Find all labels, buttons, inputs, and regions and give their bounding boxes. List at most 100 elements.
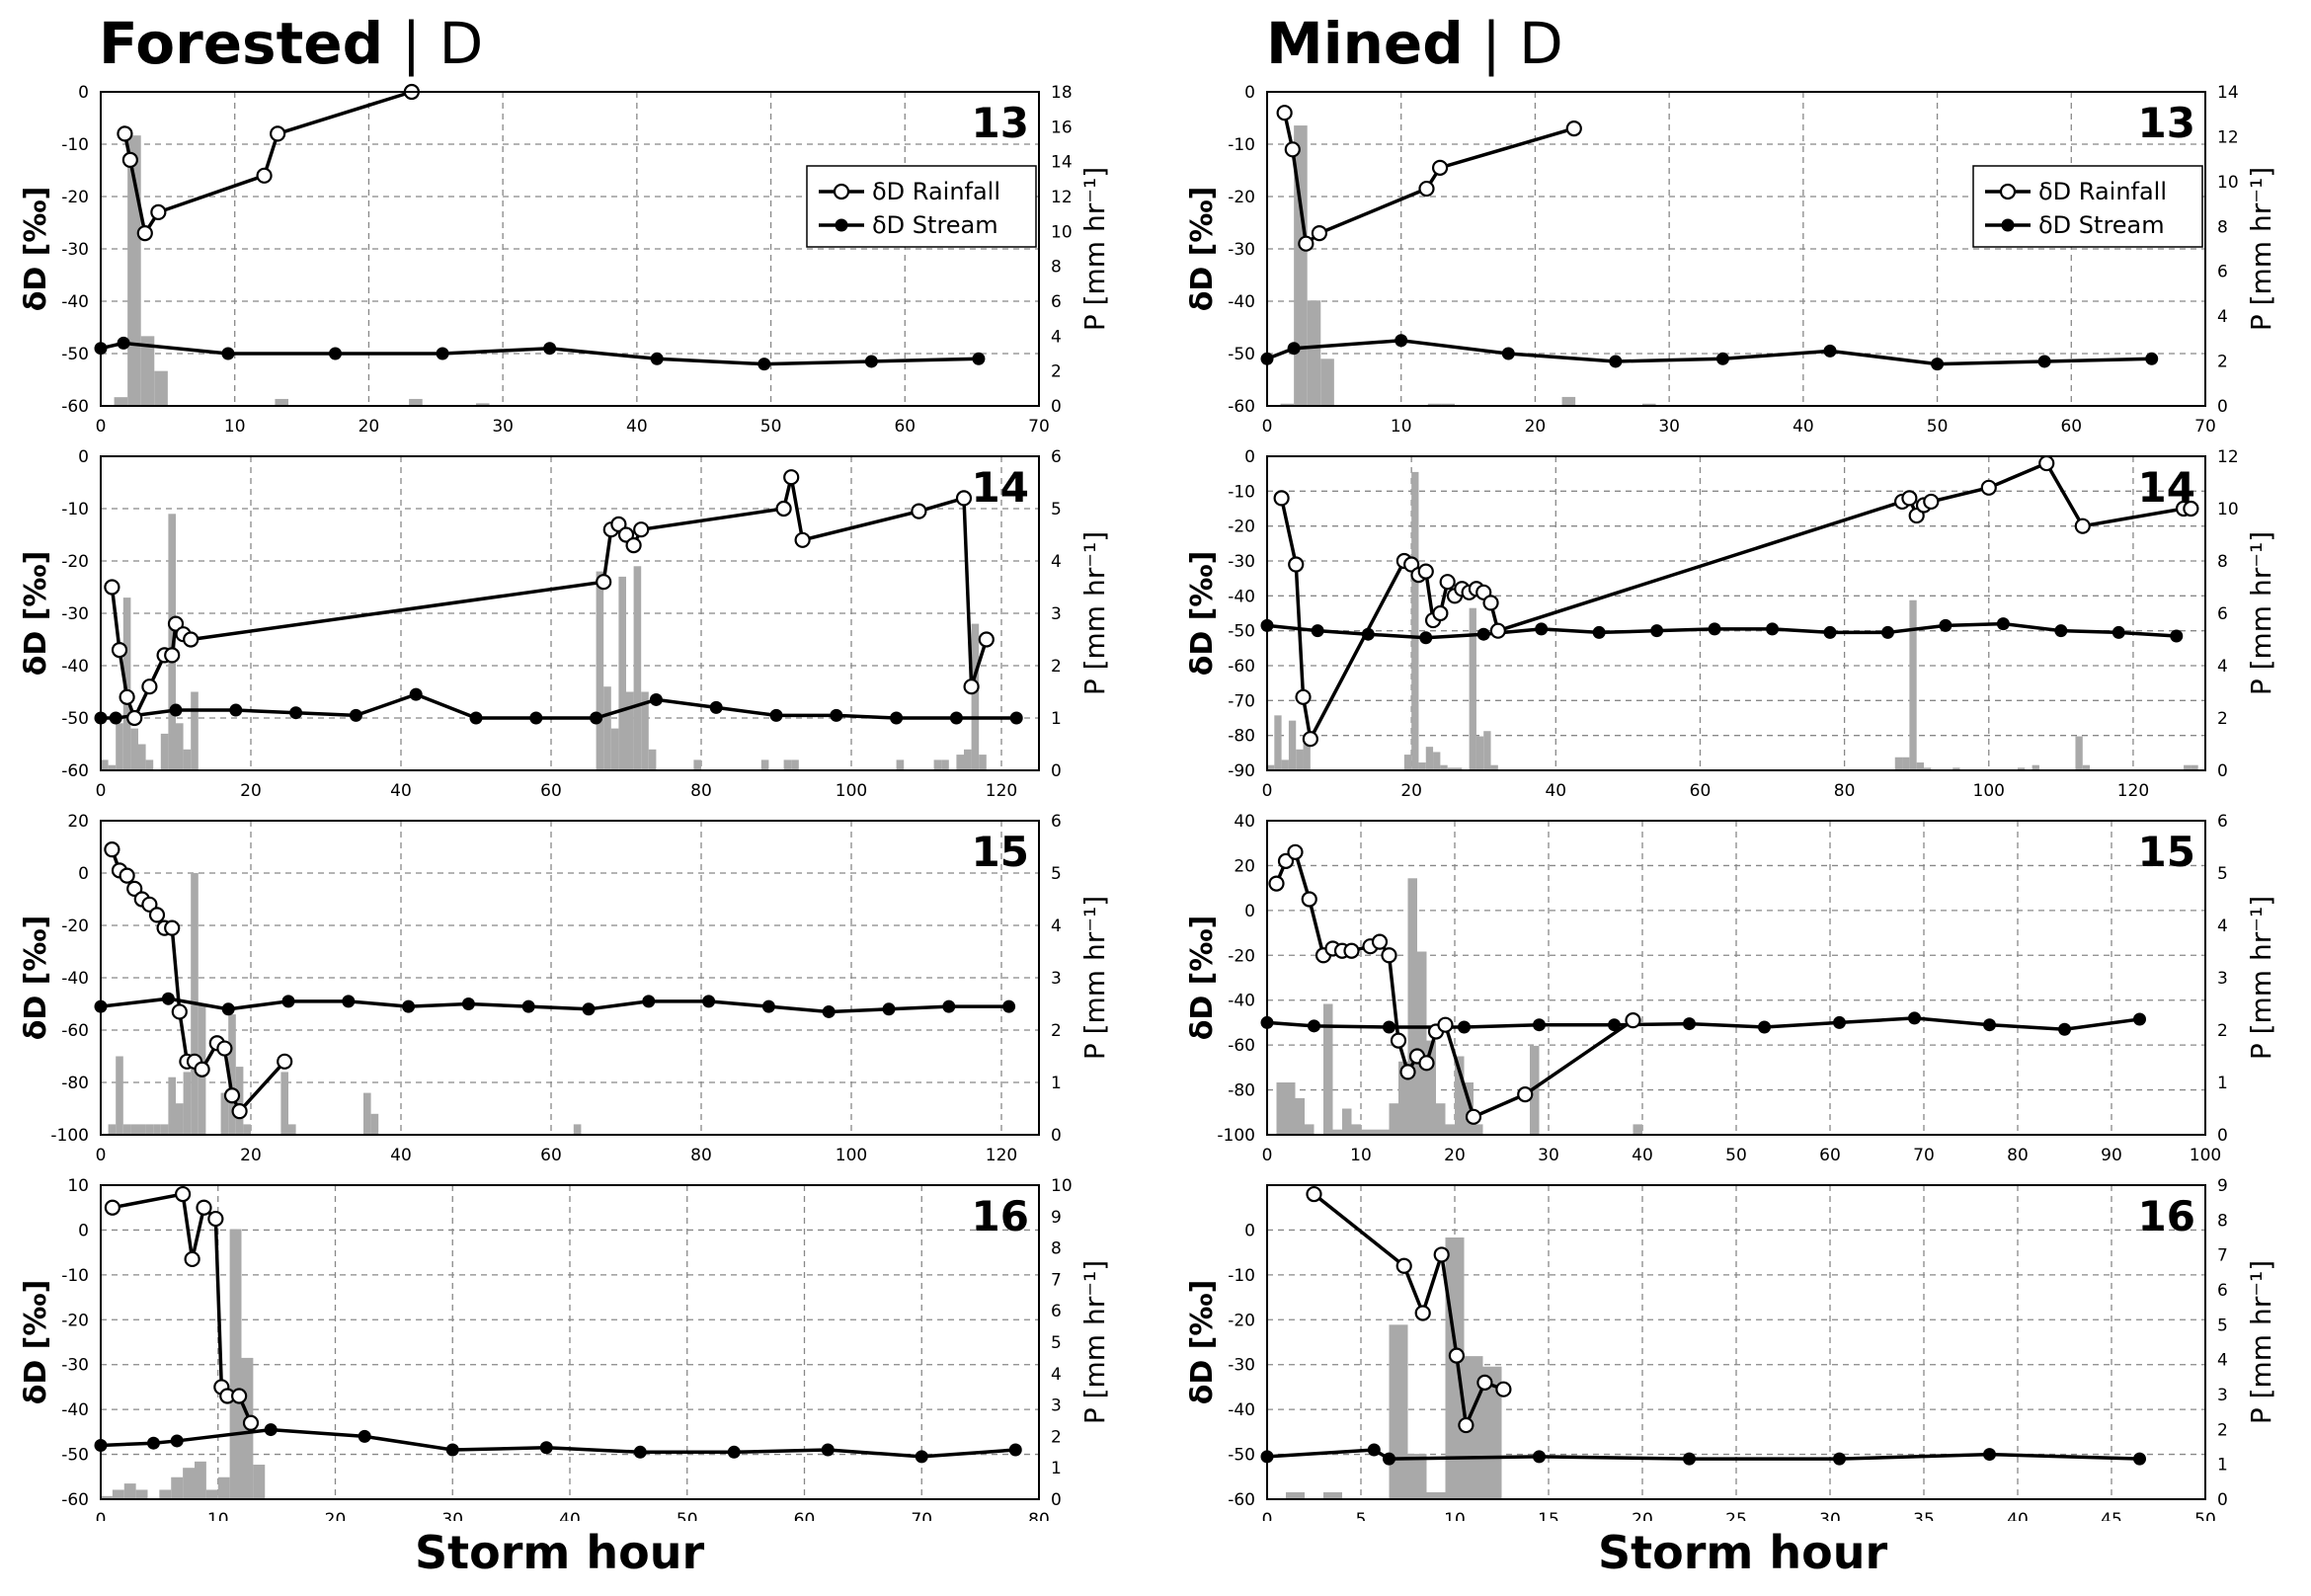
y-tick-label: -90 xyxy=(1228,761,1255,781)
rainfall-point xyxy=(911,503,927,519)
rainfall-point xyxy=(270,125,286,142)
y-tick-label: -30 xyxy=(61,604,89,624)
precip-bar xyxy=(116,723,123,770)
x-tick-label: 0 xyxy=(96,417,107,437)
precip-bar xyxy=(964,749,972,770)
x-tick-label: 20 xyxy=(240,781,262,801)
y2-tick-label: 4 xyxy=(1051,552,1062,572)
precip-bar xyxy=(2082,764,2091,770)
rainfall-point xyxy=(1448,1347,1466,1364)
stream-point xyxy=(650,352,664,365)
y-tick-label: -30 xyxy=(1228,240,1255,260)
stream-point xyxy=(1533,1018,1546,1032)
y-tick-label: -80 xyxy=(1228,727,1255,747)
y-tick-label: -20 xyxy=(1228,518,1255,537)
precip-bar xyxy=(783,759,792,770)
x-tick-label: 0 xyxy=(96,1510,107,1521)
y2-tick-label: 4 xyxy=(2217,307,2228,327)
x-tick-label: 40 xyxy=(390,1146,412,1165)
x-tick-label: 20 xyxy=(1525,417,1547,437)
precip-bar xyxy=(1407,1454,1427,1499)
legend-box xyxy=(806,165,1037,248)
y-tick-label: -50 xyxy=(61,709,89,729)
rainfall-point xyxy=(978,631,995,648)
x-tick-label: 30 xyxy=(441,1510,463,1521)
precip-bar xyxy=(1952,767,1960,770)
rainfall-point xyxy=(216,1040,233,1057)
stream-point xyxy=(1476,627,1490,641)
column-title-mined: Mined | D xyxy=(1266,10,1563,77)
y-tick-label: -10 xyxy=(1228,482,1255,502)
rainfall-point xyxy=(783,469,800,486)
x-tick-label: 70 xyxy=(1028,417,1050,437)
y-tick-label: -40 xyxy=(61,969,89,989)
stream-point xyxy=(539,1441,553,1455)
stream-point xyxy=(349,708,362,722)
y-tick-label: -60 xyxy=(1228,1490,1255,1510)
rainfall-point xyxy=(1418,1055,1435,1072)
precip-bar xyxy=(1455,1056,1465,1135)
rainfall-point xyxy=(136,225,153,242)
precip-bar xyxy=(1274,715,1282,770)
rainfall-point xyxy=(775,500,792,518)
precip-bar xyxy=(633,566,642,770)
y-axis-label: δD [‰] xyxy=(1185,187,1220,312)
precip-bar xyxy=(370,1113,379,1135)
rainfall-point xyxy=(1311,225,1328,242)
precip-bar xyxy=(1295,1097,1305,1135)
y-tick-label: -100 xyxy=(50,1126,89,1146)
x-tick-label: 30 xyxy=(1538,1146,1559,1165)
y2-tick-label: 2 xyxy=(2217,709,2228,729)
x-tick-label: 20 xyxy=(1444,1146,1466,1165)
precip-bar xyxy=(896,759,905,770)
stream-point xyxy=(170,1434,184,1448)
precip-bar xyxy=(1427,403,1442,406)
precip-bar xyxy=(243,1124,251,1135)
x-tick-label: 40 xyxy=(1632,1146,1653,1165)
precip-bar xyxy=(1482,1366,1502,1499)
precip-bar xyxy=(1332,1129,1342,1135)
y-tick-label: -20 xyxy=(61,917,89,936)
precip-bar xyxy=(1342,1108,1352,1135)
y2-axis-label: P [mm hr⁻¹] xyxy=(1078,531,1111,695)
precip-bar xyxy=(183,1072,192,1135)
precip-bar xyxy=(1398,1061,1408,1135)
stream-point xyxy=(1458,1020,1471,1034)
y2-tick-label: 6 xyxy=(1051,812,1062,832)
rainfall-point xyxy=(277,1053,293,1070)
x-tick-label: 40 xyxy=(1793,417,1814,437)
stream-point xyxy=(1766,622,1780,636)
x-tick-label: 60 xyxy=(894,417,916,437)
x-tick-label: 40 xyxy=(1545,781,1566,801)
y2-tick-label: 8 xyxy=(2217,552,2228,572)
x-tick-label: 40 xyxy=(559,1510,581,1521)
rainfall-point xyxy=(1495,1381,1512,1397)
stream-point xyxy=(1715,352,1729,365)
rainfall-point xyxy=(1295,688,1312,705)
rainfall-point xyxy=(171,1003,188,1020)
rainfall-point xyxy=(164,647,181,664)
x-tick-label: 20 xyxy=(325,1510,347,1521)
rainfall-point xyxy=(194,1061,210,1077)
y-tick-label: -60 xyxy=(61,397,89,417)
panel-number: 16 xyxy=(972,1192,1029,1240)
x-tick-label: 60 xyxy=(540,781,562,801)
y2-tick-label: 18 xyxy=(1051,83,1073,103)
y2-tick-label: 2 xyxy=(1051,362,1062,382)
stream-point xyxy=(1758,1020,1771,1034)
rainfall-point xyxy=(617,526,635,543)
y-tick-label: -50 xyxy=(1228,345,1255,364)
precip-bar xyxy=(1389,1324,1408,1499)
rainfall-point xyxy=(1458,1416,1474,1434)
rainfall-point xyxy=(1432,604,1449,622)
plot-frame xyxy=(100,1184,1040,1500)
x-tick-label: 40 xyxy=(626,417,648,437)
x-tick-label: 50 xyxy=(677,1510,698,1521)
precip-bar xyxy=(176,1103,184,1135)
rainfall-point xyxy=(231,1388,248,1404)
rainfall-point xyxy=(1301,891,1317,908)
stream-point xyxy=(1419,631,1433,645)
stream-point xyxy=(1008,1443,1022,1457)
rainfall-point xyxy=(1287,843,1304,860)
y-tick-label: 0 xyxy=(78,864,89,884)
